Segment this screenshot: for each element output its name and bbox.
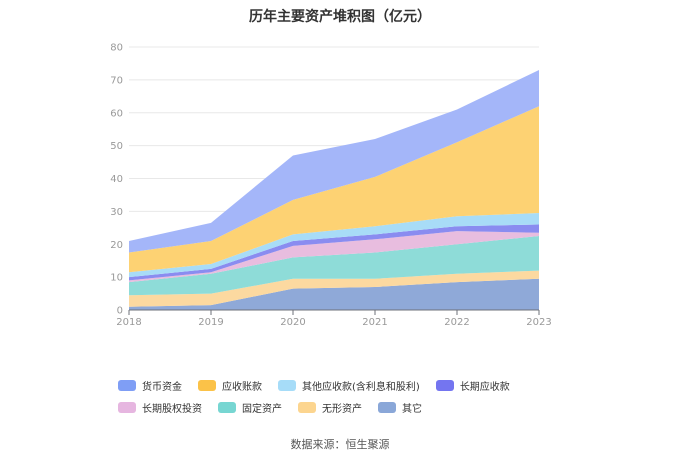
area-layer <box>129 70 539 310</box>
area-series <box>129 270 539 307</box>
area-series <box>129 224 539 281</box>
area-series <box>129 231 539 283</box>
x-tick-label: 2019 <box>198 317 223 328</box>
y-tick-label: 30 <box>110 207 123 218</box>
x-tick-label: 2018 <box>116 317 141 328</box>
x-tick-label: 2022 <box>444 317 469 328</box>
legend-label: 固定资产 <box>242 404 282 415</box>
area-series <box>129 70 539 253</box>
area-series <box>129 106 539 273</box>
legend-label: 应收账款 <box>222 382 262 393</box>
y-tick-label: 0 <box>117 306 123 317</box>
legend-item[interactable]: 固定资产 <box>218 400 282 415</box>
legend-label: 其它 <box>402 404 422 415</box>
legend-item[interactable]: 其它 <box>378 400 422 415</box>
chart-title: 历年主要资产堆积图（亿元） <box>249 9 431 25</box>
legend-item[interactable]: 长期股权投资 <box>118 400 202 415</box>
area-series <box>129 213 539 278</box>
y-tick-label: 60 <box>110 108 123 119</box>
area-series <box>129 278 539 310</box>
legend-item[interactable]: 无形资产 <box>298 400 362 415</box>
legend-swatch <box>435 380 454 391</box>
legend-item[interactable]: 应收账款 <box>198 378 262 393</box>
stacked-area-chart: 0 10 20 30 40 50 60 70 80 2018 2019 2020 2021 2022 202… <box>110 43 551 329</box>
y-tick-label: 80 <box>110 43 123 54</box>
data-source: 数据来源：恒生聚源 <box>290 438 390 451</box>
legend-swatch <box>378 402 396 413</box>
legend-label: 货币资金 <box>142 382 182 393</box>
y-tick-label: 50 <box>110 141 123 152</box>
y-tick-label: 40 <box>110 174 123 185</box>
axis-layer: 0 10 20 30 40 50 60 70 80 2018 2019 2020 2021 2022 202… <box>110 43 551 329</box>
legend-swatch <box>118 380 136 391</box>
legend-item[interactable]: 货币资金 <box>118 378 182 393</box>
legend-label: 长期应收款 <box>459 382 510 393</box>
y-tick-label: 10 <box>110 273 123 284</box>
legend-swatch <box>198 380 216 391</box>
legend-swatch <box>118 402 136 413</box>
chart-legend: 货币资金 应收账款 其他应收款(含利息和股利) 长期应收款长期股权投资 固定资产 无形资产… <box>118 378 588 415</box>
legend-swatch <box>298 402 316 413</box>
area-series <box>129 236 539 296</box>
legend-item[interactable]: 长期应收款 <box>435 378 510 393</box>
y-tick-label: 70 <box>110 75 123 86</box>
legend-label: 其他应收款(含利息和股利) <box>302 382 420 393</box>
legend-item[interactable]: 其他应收款(含利息和股利) <box>278 378 420 393</box>
legend-swatch <box>218 402 236 413</box>
x-tick-label: 2023 <box>526 317 551 328</box>
legend-label: 长期股权投资 <box>142 404 202 415</box>
y-tick-label: 20 <box>110 240 123 251</box>
x-tick-label: 2021 <box>362 317 387 328</box>
legend-swatch <box>278 380 296 391</box>
legend-label: 无形资产 <box>322 404 362 415</box>
x-tick-label: 2020 <box>280 317 305 328</box>
